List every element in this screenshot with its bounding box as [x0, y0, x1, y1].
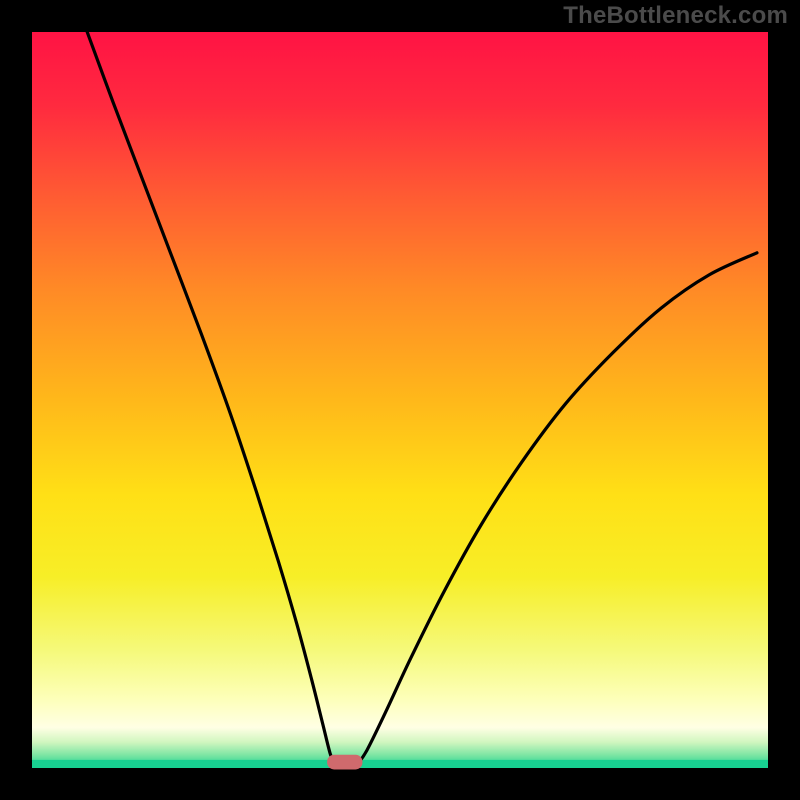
baseline-band [32, 760, 768, 768]
plot-background [32, 32, 768, 768]
bottleneck-chart [0, 0, 800, 800]
vertex-marker [327, 755, 362, 770]
watermark-text: TheBottleneck.com [563, 2, 788, 30]
